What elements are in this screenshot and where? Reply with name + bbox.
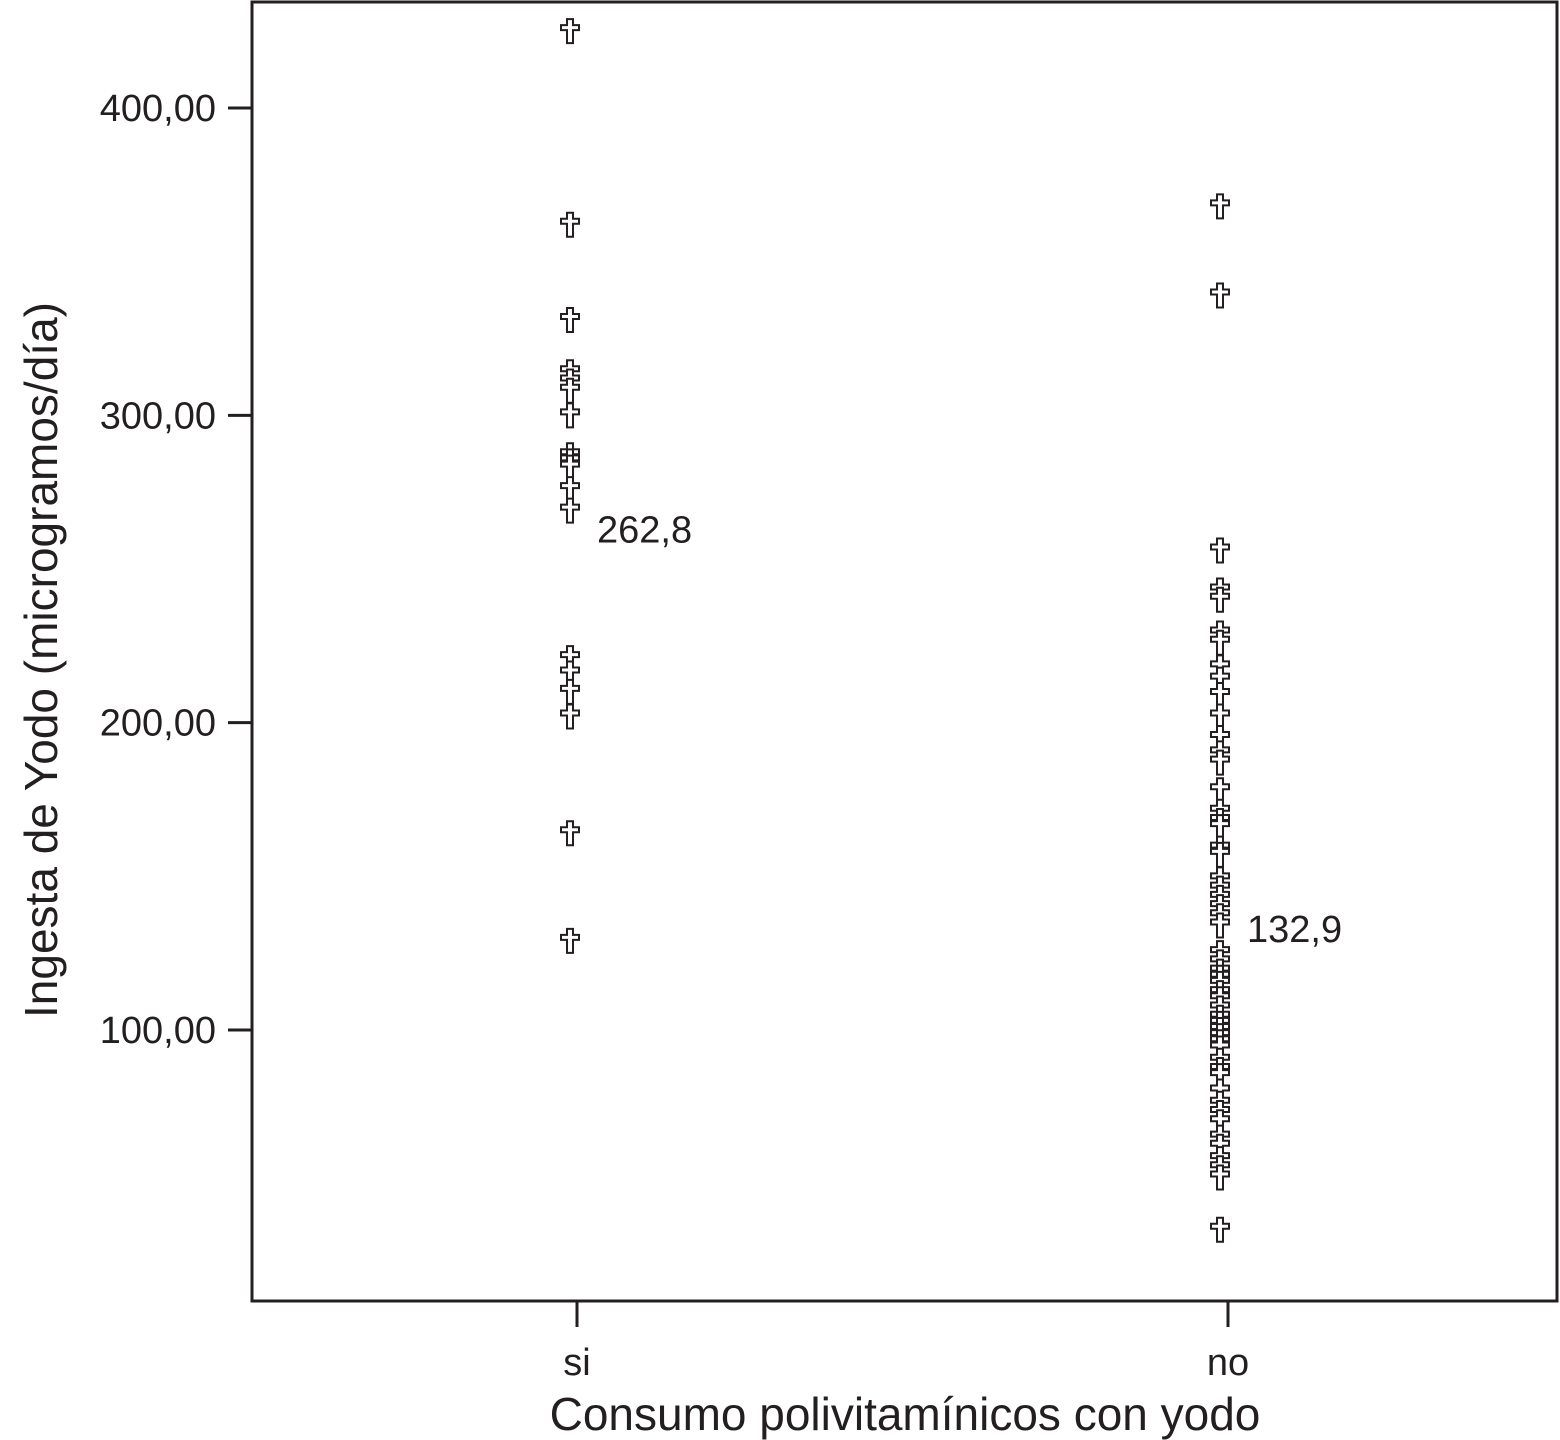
y-axis: 100,00 200,00 300,00 400,00	[100, 88, 252, 1052]
data-point-no	[1210, 193, 1230, 220]
value-annotation: 132,9	[1247, 909, 1342, 951]
y-tick-label: 400,00	[100, 88, 216, 130]
data-point-si	[560, 476, 580, 503]
data-point-no	[1210, 1216, 1230, 1243]
data-point-si	[560, 402, 580, 429]
data-point-si	[560, 820, 580, 847]
data-point-no	[1210, 777, 1230, 804]
data-point-si	[560, 377, 580, 404]
x-axis-title: Consumo polivitamínicos con yodo	[550, 1388, 1261, 1440]
data-point-si	[560, 18, 580, 45]
data-point-si	[560, 927, 580, 954]
value-annotation: 262,8	[597, 510, 692, 552]
y-axis-title: Ingesta de Yodo (microgramos/día)	[15, 302, 67, 1018]
data-point-no	[1210, 749, 1230, 776]
data-point-no	[1210, 282, 1230, 309]
plot-frame	[250, 0, 1559, 1303]
x-tick-label: si	[563, 1342, 590, 1384]
y-tick-label: 200,00	[100, 703, 216, 745]
data-point-si	[560, 678, 580, 705]
data-point-si	[560, 497, 580, 524]
data-point-no	[1210, 682, 1230, 709]
data-point-no	[1210, 1164, 1230, 1191]
x-tick-label: no	[1207, 1342, 1249, 1384]
y-tick-label: 100,00	[100, 1010, 216, 1052]
data-point-no	[1210, 629, 1230, 656]
y-tick-label: 300,00	[100, 395, 216, 437]
data-point-no	[1210, 586, 1230, 613]
x-axis: si no	[563, 1301, 1249, 1384]
data-point-no	[1210, 703, 1230, 730]
data-point-si	[560, 307, 580, 334]
annotations: 262,8 132,9	[597, 510, 1342, 951]
data-point-no	[1210, 912, 1230, 939]
data-point-si	[560, 703, 580, 730]
data-point-no	[1210, 537, 1230, 564]
data-point-si	[560, 211, 580, 238]
data-points	[560, 18, 1230, 1243]
